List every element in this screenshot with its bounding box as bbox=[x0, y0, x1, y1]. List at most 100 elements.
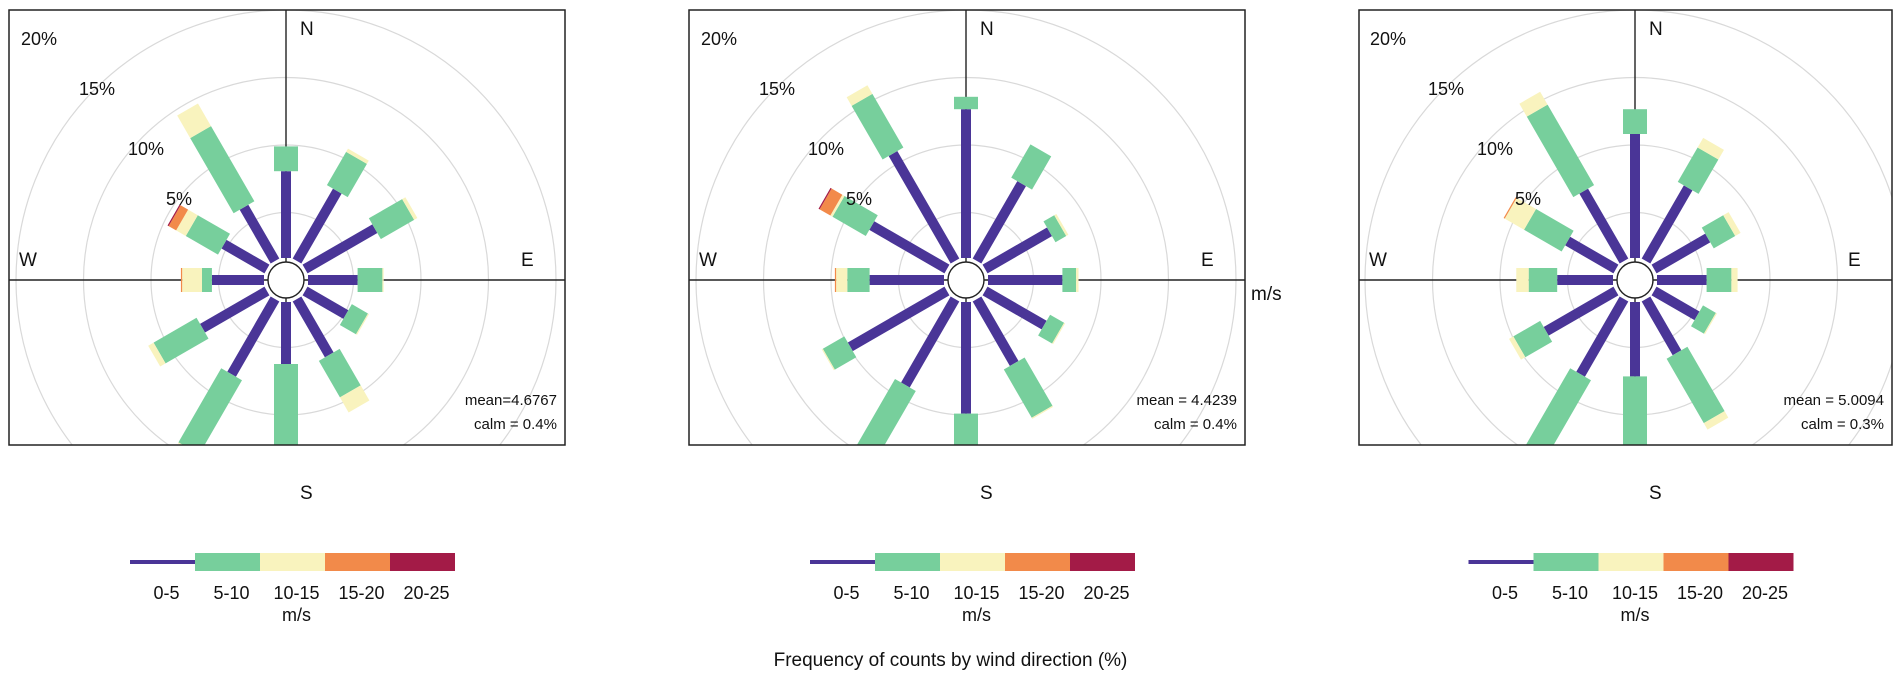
legend-label-20-25: 20-25 bbox=[403, 583, 449, 603]
figure-caption: Frequency of counts by wind direction (%… bbox=[773, 650, 1128, 671]
petal-segment-10-15 bbox=[954, 488, 978, 489]
calm-circle bbox=[947, 261, 985, 299]
petal-segment-0-5 bbox=[302, 224, 378, 274]
ring-label-20pct: 20% bbox=[1370, 29, 1406, 49]
petal-segment-10-15 bbox=[1623, 525, 1647, 531]
speed-legend-3: 0-5 5-10 10-15 15-20 20-25 m/s bbox=[1468, 553, 1794, 625]
ring-label-5pct: 5% bbox=[166, 189, 192, 209]
panel-frame bbox=[688, 9, 1246, 446]
petal-150deg bbox=[1641, 296, 1729, 430]
petal-210deg bbox=[177, 296, 280, 445]
ring-label-10pct: 10% bbox=[808, 139, 844, 159]
petal-segment-5-10 bbox=[832, 195, 878, 236]
legend-label-20-25: 20-25 bbox=[1742, 583, 1788, 603]
petal-270deg bbox=[1516, 268, 1613, 292]
petal-240deg bbox=[821, 286, 950, 371]
petal-segment-0-5 bbox=[200, 286, 270, 333]
petal-segment-10-15 bbox=[1697, 137, 1724, 160]
petal-90deg bbox=[308, 268, 384, 292]
petal-segment-5-10 bbox=[1691, 305, 1716, 334]
legend-swatch-0-5 bbox=[1468, 560, 1534, 564]
petal-segment-10-15 bbox=[1703, 411, 1729, 430]
legend-unit-label: m/s bbox=[282, 605, 311, 625]
petal-segment-10-15 bbox=[346, 148, 369, 164]
legend-label-5-10: 5-10 bbox=[213, 583, 249, 603]
compass-label-n: N bbox=[1649, 19, 1663, 40]
petal-segment-0-5 bbox=[292, 188, 342, 264]
petal-segment-10-15 bbox=[821, 348, 835, 371]
petal-150deg bbox=[292, 296, 370, 413]
calm-label: calm = 0.3% bbox=[1801, 416, 1884, 433]
petal-segment-20-25 bbox=[818, 187, 832, 210]
petal-300deg bbox=[818, 187, 950, 274]
ring-label-20pct: 20% bbox=[701, 29, 737, 49]
petal-segment-0-5 bbox=[1576, 296, 1629, 377]
legend-label-10-15: 10-15 bbox=[273, 583, 319, 603]
petal-segment-5-10 bbox=[954, 413, 978, 445]
petal-segment-5-10 bbox=[1003, 357, 1053, 418]
legend-label-20-25: 20-25 bbox=[1083, 583, 1129, 603]
petal-segment-5-10 bbox=[822, 336, 857, 370]
wind-rose-panel-2: N E S W 5% 10% 15% 20% mean = 4.4239 calm = 0.4% m… bbox=[688, 9, 1282, 504]
petal-segment-10-15 bbox=[854, 449, 875, 462]
petal-segment-10-15 bbox=[846, 85, 873, 106]
legend-label-10-15: 10-15 bbox=[1612, 583, 1658, 603]
petal-segment-0-5 bbox=[227, 296, 280, 377]
petal-segment-15-20 bbox=[180, 268, 183, 292]
legend-unit-label: m/s bbox=[962, 605, 991, 625]
petal-30deg bbox=[1641, 137, 1724, 264]
petal-segment-0-5 bbox=[972, 296, 1019, 366]
petal-segment-5-10 bbox=[326, 151, 367, 198]
petal-segment-10-15 bbox=[1031, 405, 1054, 419]
petal-segment-10-15 bbox=[836, 268, 848, 292]
petal-300deg bbox=[1503, 197, 1619, 274]
petal-segment-5-10 bbox=[1520, 368, 1591, 445]
petal-segment-5-10 bbox=[185, 215, 230, 255]
petal-segment-0-5 bbox=[1657, 275, 1707, 285]
petal-segment-10-15 bbox=[1516, 268, 1529, 292]
compass-label-s: S bbox=[980, 483, 993, 504]
petal-0deg bbox=[1623, 109, 1647, 258]
petal-segment-15-20 bbox=[834, 268, 837, 292]
petal-30deg bbox=[972, 144, 1052, 264]
wind-rose-panel-3: N E S W 5% 10% 15% 20% mean = 5.0094 calm = 0.3% bbox=[1358, 9, 1893, 531]
legend-swatch-5-10 bbox=[1533, 553, 1599, 571]
ring-label-10pct: 10% bbox=[128, 139, 164, 159]
petal-segment-5-10 bbox=[851, 93, 904, 160]
petal-330deg bbox=[177, 103, 280, 264]
petal-segment-0-5 bbox=[302, 286, 349, 319]
petal-segment-20-25 bbox=[167, 204, 181, 227]
petal-segment-0-5 bbox=[1565, 236, 1619, 274]
petal-270deg bbox=[834, 268, 944, 292]
legend-label-5-10: 5-10 bbox=[893, 583, 929, 603]
petal-segment-0-5 bbox=[1557, 275, 1613, 285]
petal-150deg bbox=[972, 296, 1054, 419]
compass-label-s: S bbox=[300, 483, 313, 504]
ring-label-10pct: 10% bbox=[1477, 139, 1513, 159]
petal-segment-5-10 bbox=[190, 126, 255, 214]
petal-330deg bbox=[1519, 91, 1629, 264]
petal-segment-0-5 bbox=[901, 296, 960, 388]
petal-segment-5-10 bbox=[1062, 268, 1077, 292]
legend-swatch-15-20 bbox=[1663, 553, 1729, 571]
mean-label: mean = 5.0094 bbox=[1784, 392, 1885, 409]
legend-swatch-0-5 bbox=[810, 560, 875, 564]
compass-label-w: W bbox=[1369, 250, 1387, 271]
compass-label-n: N bbox=[300, 19, 314, 40]
petal-segment-15-20 bbox=[168, 205, 189, 231]
petal-segment-5-10 bbox=[153, 317, 209, 364]
petal-segment-15-20 bbox=[819, 188, 843, 216]
petal-segment-5-10 bbox=[1038, 314, 1065, 344]
petal-segment-0-5 bbox=[239, 204, 280, 264]
petal-segment-5-10 bbox=[1513, 320, 1553, 358]
petal-60deg bbox=[982, 213, 1069, 274]
legend-label-5-10: 5-10 bbox=[1552, 583, 1588, 603]
petal-segment-0-5 bbox=[1641, 185, 1693, 264]
calm-label: calm = 0.4% bbox=[1154, 416, 1237, 433]
legend-label-0-5: 0-5 bbox=[153, 583, 179, 603]
petal-segment-0-5 bbox=[221, 239, 270, 274]
petal-0deg bbox=[954, 96, 978, 258]
petal-segment-10-15 bbox=[1054, 213, 1069, 236]
petal-210deg bbox=[854, 296, 960, 462]
